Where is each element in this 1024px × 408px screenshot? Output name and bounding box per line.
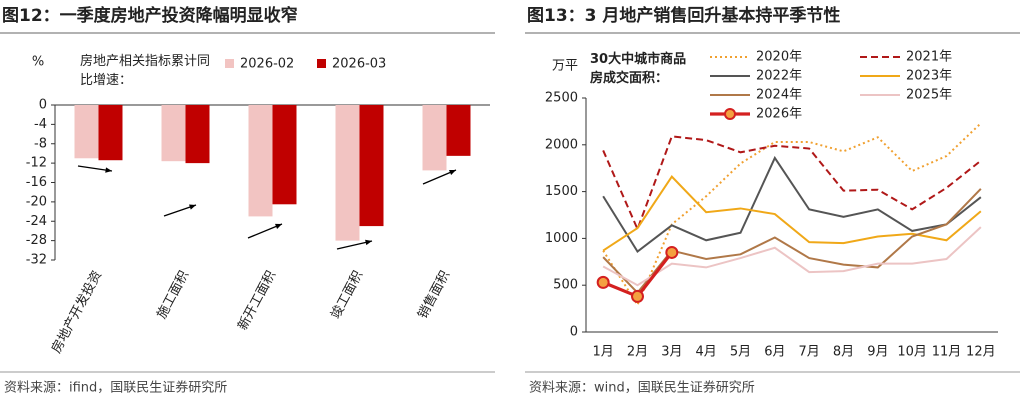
series-line [602, 135, 982, 232]
legend-label: 2023年 [906, 69, 952, 84]
series-line [602, 251, 674, 299]
bar [74, 105, 99, 159]
legend-label: 2022年 [756, 69, 802, 84]
x-tick-label: 2月 [627, 345, 648, 360]
arrow-head [449, 170, 456, 176]
y-tick-label: 0 [570, 325, 578, 340]
series-line [602, 188, 982, 295]
arrow-head [105, 167, 112, 173]
arrow-head [365, 239, 372, 246]
y-tick-label: 2500 [545, 91, 578, 106]
chart-title: 图13：3 月地产销售回升基本持平季节性 [527, 5, 840, 26]
y-tick-label: -20 [26, 194, 47, 209]
bar [272, 105, 297, 205]
bar [248, 105, 273, 217]
bar [185, 105, 210, 164]
point [665, 245, 679, 259]
x-tick-label: 施工面积 [154, 268, 192, 321]
y-tick-label: -12 [26, 156, 47, 171]
legend-label: 2026-02 [240, 57, 294, 72]
bar [359, 105, 384, 227]
x-tick-label: 9月 [867, 345, 888, 360]
x-tick-label: 12月 [966, 345, 996, 360]
y-tick-label: 2000 [545, 137, 578, 152]
y-tick-label: -4 [34, 117, 47, 132]
series-line [602, 122, 982, 307]
y-tick-label: 0 [39, 98, 47, 113]
x-tick-label: 销售面积 [415, 268, 454, 321]
series-note: 30大中城市商品房成交面积： [590, 52, 687, 86]
series-line [602, 155, 982, 253]
legend-swatch [225, 59, 234, 68]
y-tick-label: -16 [26, 175, 47, 190]
point [631, 289, 644, 303]
y-tick-label: 1000 [545, 231, 578, 246]
x-tick-label: 新开工面积 [234, 268, 279, 333]
bar [98, 105, 123, 161]
x-tick-label: 竣工面积 [328, 268, 366, 321]
bar [335, 105, 360, 241]
x-tick-label: 7月 [799, 345, 820, 360]
legend-label: 2021年 [906, 50, 952, 65]
legend-label: 2024年 [756, 88, 802, 103]
y-tick-label: -8 [34, 136, 47, 151]
y-unit: 万平 [552, 59, 578, 74]
bar [161, 105, 186, 162]
x-tick-label: 10月 [897, 345, 927, 360]
chart-title: 图12：一季度房地产投资降幅明显收窄 [2, 5, 298, 26]
bar [422, 105, 447, 171]
series-line [602, 175, 982, 252]
legend-label: 2026-03 [332, 57, 386, 72]
y-tick-label: -28 [26, 233, 47, 248]
y-tick-label: 1500 [545, 184, 578, 199]
y-unit: % [32, 55, 44, 70]
bar [446, 105, 471, 156]
x-tick-label: 房地产开发投资 [48, 268, 105, 356]
legend-swatch [317, 59, 326, 68]
legend-note: 房地产相关指标累计同比增速： [80, 54, 211, 88]
legend-label: 2025年 [906, 88, 952, 103]
x-tick-label: 5月 [730, 345, 751, 360]
y-tick-label: 500 [553, 278, 578, 293]
legend-marker [724, 108, 736, 120]
x-tick-label: 11月 [932, 345, 962, 360]
source: 资料来源：ifind，国联民生证券研究所 [4, 380, 227, 396]
x-tick-label: 4月 [696, 345, 717, 360]
source: 资料来源：wind，国联民生证券研究所 [529, 380, 755, 396]
legend-label: 2026年 [756, 107, 802, 122]
series-line [602, 226, 982, 287]
arrow-head [189, 204, 196, 210]
legend-label: 2020年 [756, 50, 802, 65]
x-tick-label: 6月 [764, 345, 785, 360]
arrow-head [275, 223, 282, 229]
x-tick-label: 3月 [661, 345, 682, 360]
point [596, 275, 610, 289]
y-tick-label: -32 [26, 253, 47, 268]
x-tick-label: 1月 [593, 345, 614, 360]
y-tick-label: -24 [26, 214, 47, 229]
x-tick-label: 8月 [833, 345, 854, 360]
